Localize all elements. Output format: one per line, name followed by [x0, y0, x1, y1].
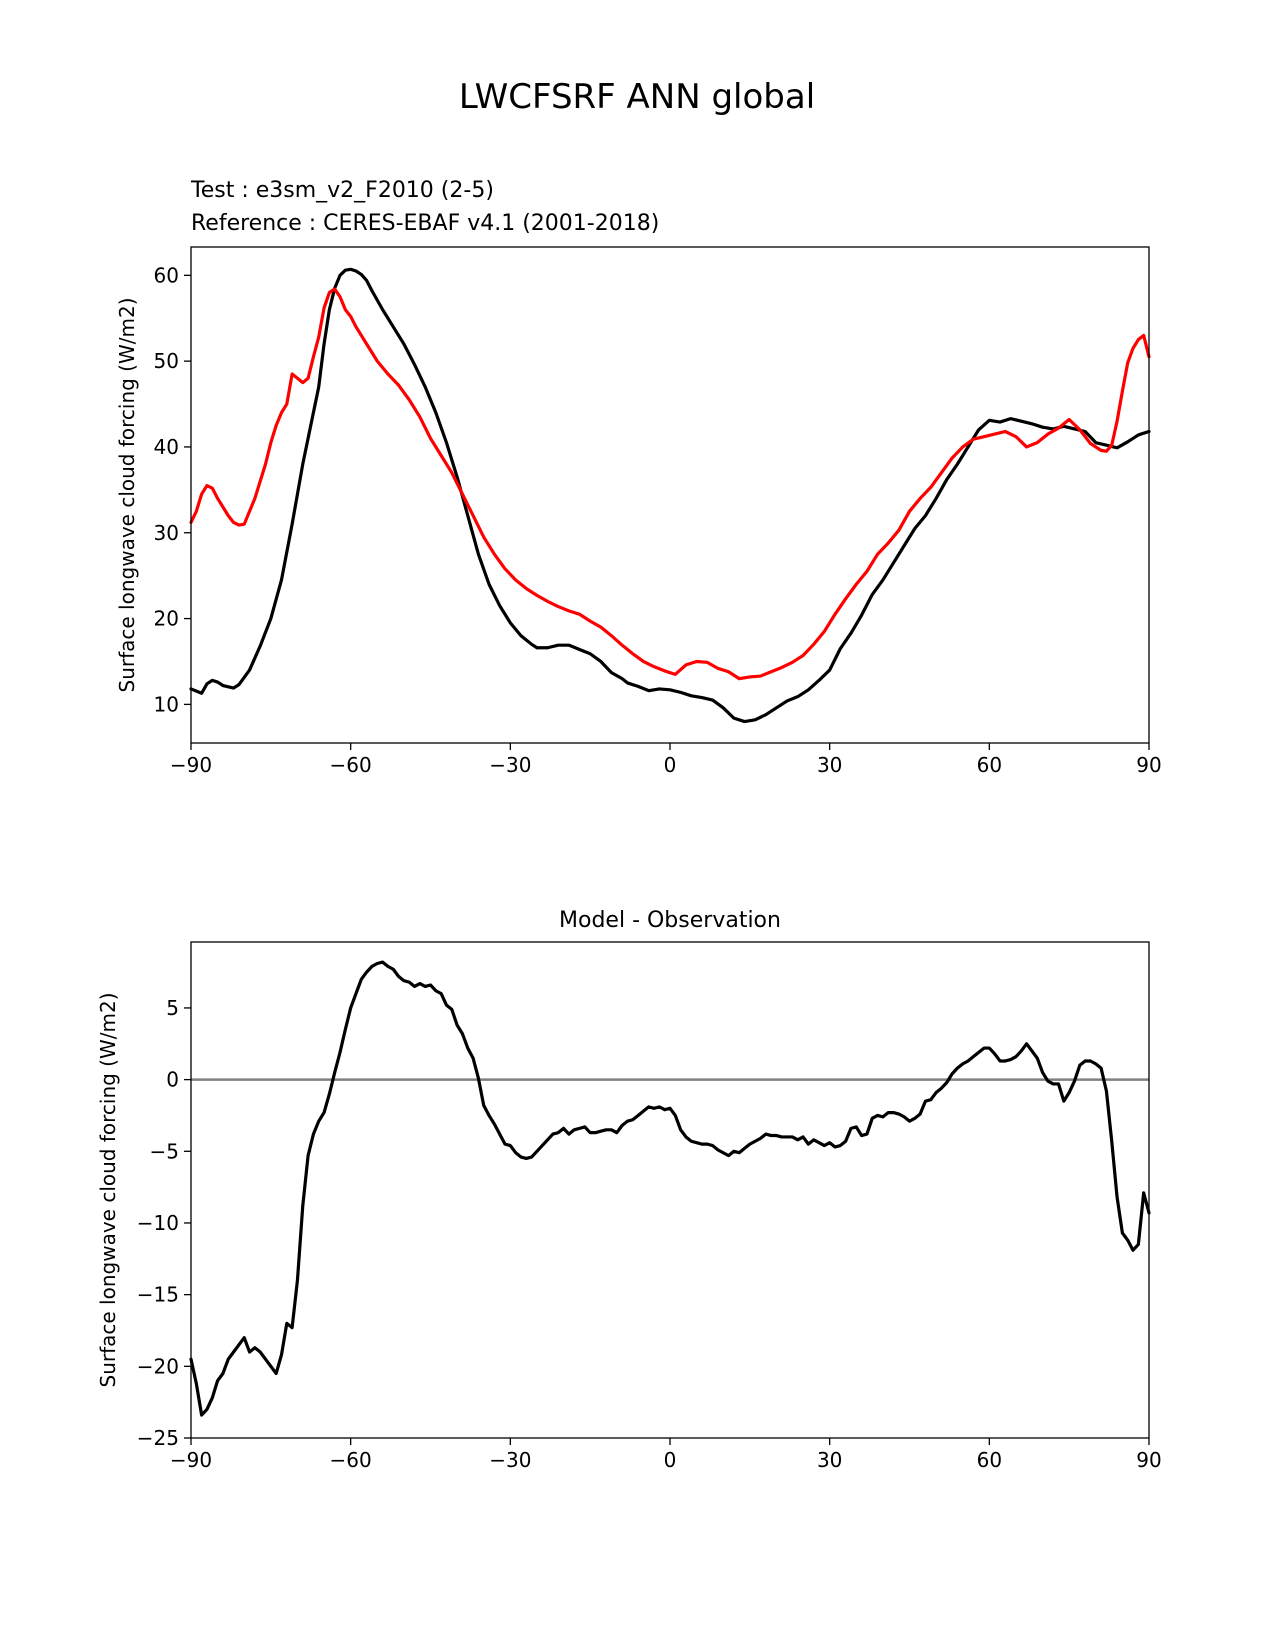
- top-y-tick-label: 50: [154, 349, 179, 373]
- bottom-y-tick-label: −25: [137, 1426, 179, 1450]
- bottom-x-tick-label: −90: [170, 1448, 212, 1472]
- top-y-tick-label: 20: [154, 607, 179, 631]
- bottom-x-tick-label: −30: [489, 1448, 531, 1472]
- top-series-line-1: [189, 287, 1151, 681]
- top-x-tick-label: −30: [489, 753, 531, 777]
- bottom-y-tick-label: 0: [166, 1068, 179, 1092]
- bottom-panel-ticks: −90 −60 −30 0 30 60 90 −25 −20 −15 −10 −5 0 5: [137, 996, 1162, 1472]
- top-panel-reference-title: Reference : CERES-EBAF v4.1 (2001-2018): [191, 211, 659, 236]
- top-panel-frame: [190, 246, 1150, 744]
- bottom-x-tick-label: 0: [664, 1448, 677, 1472]
- top-x-tick-label: 30: [817, 753, 842, 777]
- top-panel-test-title: Test : e3sm_v2_F2010 (2-5): [190, 178, 494, 203]
- bottom-x-tick-label: −60: [330, 1448, 372, 1472]
- bottom-x-tick-label: 30: [817, 1448, 842, 1472]
- top-y-tick-label: 30: [154, 521, 179, 545]
- top-x-tick-label: 0: [664, 753, 677, 777]
- bottom-y-tick-label: −5: [150, 1139, 179, 1163]
- bottom-panel-title: Model - Observation: [559, 908, 781, 933]
- bottom-y-tick-label: −15: [137, 1283, 179, 1307]
- top-y-tick-label: 10: [154, 692, 179, 716]
- top-panel-y-axis-label: Surface longwave cloud forcing (W/m2): [115, 297, 139, 692]
- bottom-y-tick-label: −20: [137, 1354, 179, 1378]
- bottom-x-tick-label: 60: [977, 1448, 1002, 1472]
- top-x-tick-label: −90: [170, 753, 212, 777]
- top-series-line-0: [189, 267, 1151, 724]
- top-panel-line-chart: Test : e3sm_v2_F2010 (2-5) Reference : C…: [115, 178, 1162, 777]
- bottom-y-tick-label: 5: [166, 996, 179, 1020]
- bottom-series-line-0: [189, 960, 1151, 1417]
- bottom-y-tick-label: −10: [137, 1211, 179, 1235]
- top-panel-series: [189, 267, 1151, 724]
- bottom-panel-frame: [190, 941, 1150, 1439]
- top-panel-ticks: −90 −60 −30 0 30 60 90 10 20 30 40 50 60: [154, 263, 1162, 777]
- figure-title: LWCFSRF ANN global: [459, 77, 815, 117]
- bottom-panel-y-axis-label: Surface longwave cloud forcing (W/m2): [96, 992, 120, 1387]
- top-y-tick-label: 60: [154, 263, 179, 287]
- top-y-tick-label: 40: [154, 435, 179, 459]
- top-x-tick-label: −60: [330, 753, 372, 777]
- bottom-panel-series: [189, 960, 1151, 1417]
- top-x-tick-label: 60: [977, 753, 1002, 777]
- bottom-x-tick-label: 90: [1136, 1448, 1161, 1472]
- top-x-tick-label: 90: [1136, 753, 1161, 777]
- bottom-panel-difference-chart: Model - Observation −90 −60 −30 0 30 60 90−25−…: [96, 908, 1162, 1472]
